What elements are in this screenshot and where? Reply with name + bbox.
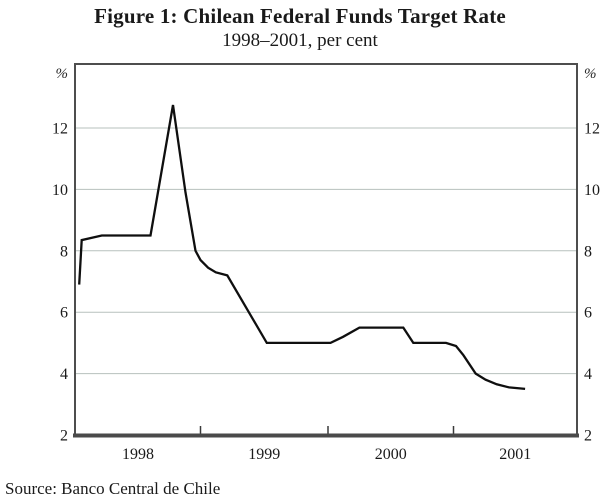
x-tick-label: 2000 [375, 446, 407, 463]
x-tick-labels: 1998 1999 2000 2001 [122, 446, 531, 463]
figure-subtitle: 1998–2001, per cent [222, 30, 378, 51]
y-tick-labels-left: 2 4 6 8 10 12 [52, 121, 68, 445]
y-tick-label-right: 4 [584, 366, 592, 383]
source-note: Source: Banco Central de Chile [5, 479, 221, 498]
y-tick-labels-right: 2 4 6 8 10 12 [584, 121, 600, 445]
y-tick-label-left: 4 [60, 366, 68, 383]
y-tick-label-left: 12 [52, 121, 68, 138]
y-tick-label-left: 8 [60, 243, 68, 260]
y-tick-label-right: 10 [584, 182, 600, 199]
percent-label-left: % [56, 66, 69, 82]
percent-label-right: % [584, 66, 597, 82]
y-tick-label-left: 6 [60, 305, 68, 322]
x-tick-label: 1998 [122, 446, 154, 463]
y-tick-label-left: 2 [60, 428, 68, 445]
y-tick-label-left: 10 [52, 182, 68, 199]
x-ticks-group [199, 426, 455, 434]
x-tick-label: 1999 [248, 446, 280, 463]
plot-frame [74, 63, 578, 435]
y-tick-label-right: 2 [584, 428, 592, 445]
x-tick-label: 2001 [499, 446, 531, 463]
rate-line [78, 104, 526, 391]
y-tick-label-right: 12 [584, 121, 600, 138]
y-tick-label-right: 8 [584, 243, 592, 260]
gridlines-group [76, 127, 576, 375]
figure-title: Figure 1: Chilean Federal Funds Target R… [94, 4, 506, 28]
y-tick-label-right: 6 [584, 305, 592, 322]
